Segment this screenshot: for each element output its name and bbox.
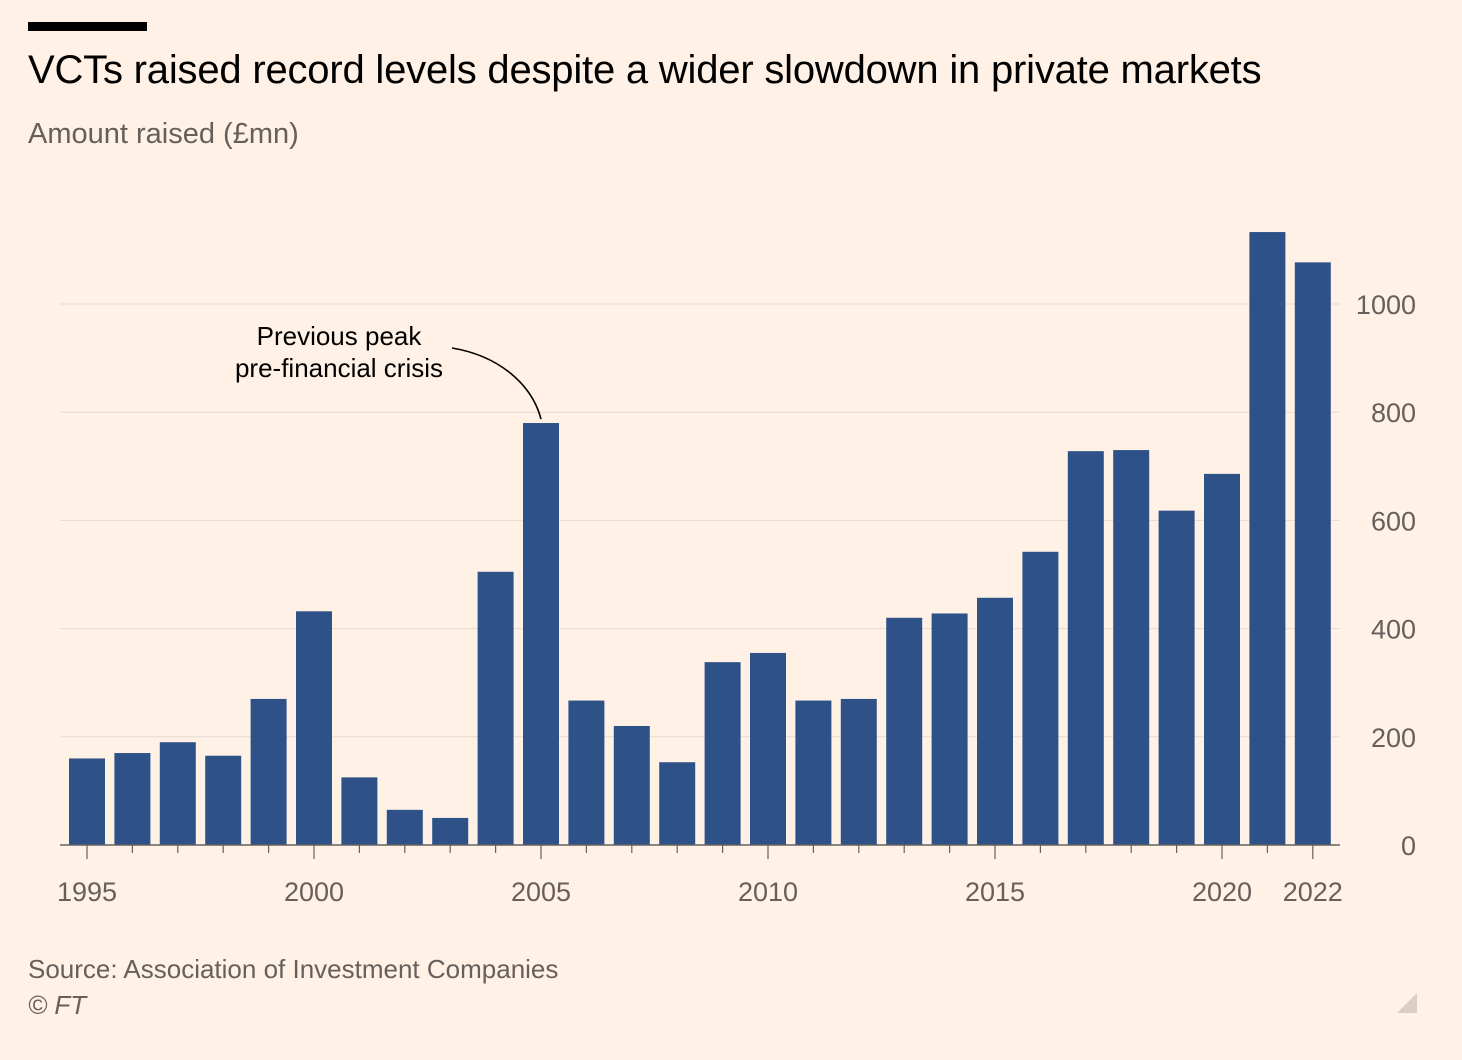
bar-1998 bbox=[205, 755, 242, 845]
copyright: © FT bbox=[28, 990, 87, 1020]
bar-2019 bbox=[1158, 510, 1195, 845]
bars bbox=[69, 232, 1331, 845]
top-accent-bar bbox=[28, 22, 147, 31]
bar-2015 bbox=[977, 597, 1013, 845]
resize-corner-icon bbox=[1397, 993, 1417, 1013]
y-tick-label: 200 bbox=[1371, 723, 1416, 753]
y-tick-label: 400 bbox=[1371, 615, 1416, 645]
bar-2018 bbox=[1113, 450, 1150, 845]
bar-2011 bbox=[795, 700, 832, 845]
annotation-text: pre-financial crisis bbox=[235, 353, 443, 383]
chart-title: VCTs raised record levels despite a wide… bbox=[28, 48, 1262, 92]
x-tick-label: 2015 bbox=[965, 877, 1025, 907]
bar-2016 bbox=[1022, 551, 1059, 845]
x-tick-label: 1995 bbox=[57, 877, 117, 907]
bar-2002 bbox=[386, 809, 423, 845]
bar-2008 bbox=[659, 762, 696, 845]
source-note: Source: Association of Investment Compan… bbox=[28, 954, 559, 984]
bar-2021 bbox=[1249, 232, 1286, 845]
bar-2014 bbox=[931, 613, 968, 845]
y-tick-label: 800 bbox=[1371, 398, 1416, 428]
bar-1997 bbox=[159, 742, 196, 845]
bar-2022 bbox=[1294, 262, 1331, 845]
bar-2001 bbox=[341, 777, 378, 845]
bar-1995 bbox=[69, 758, 105, 845]
x-tick-label: 2000 bbox=[284, 877, 344, 907]
bar-2020 bbox=[1204, 473, 1240, 845]
bar-2006 bbox=[568, 700, 605, 845]
annotation-connector bbox=[451, 347, 542, 420]
bar-2017 bbox=[1067, 451, 1104, 845]
x-tick-label: 2022 bbox=[1283, 877, 1343, 907]
bar-2012 bbox=[840, 698, 877, 845]
bar-1996 bbox=[114, 753, 151, 845]
x-tick-label: 2005 bbox=[511, 877, 571, 907]
x-tick-label: 2020 bbox=[1192, 877, 1252, 907]
x-tick-label: 2010 bbox=[738, 877, 798, 907]
bar-2013 bbox=[886, 617, 923, 845]
y-axis: 0 200 400 600 800 1000 bbox=[1356, 290, 1416, 861]
bar-chart: 1995 2000 2005 2010 2015 2020 2022 0 200 400 600 8… bbox=[57, 232, 1416, 907]
bar-2007 bbox=[613, 725, 650, 845]
y-tick-label: 600 bbox=[1371, 506, 1416, 536]
bar-1999 bbox=[250, 698, 287, 845]
y-tick-label: 0 bbox=[1401, 831, 1416, 861]
bar-2005 bbox=[523, 423, 559, 845]
bar-2003 bbox=[432, 817, 469, 845]
y-tick-label: 1000 bbox=[1356, 290, 1416, 320]
bar-2000 bbox=[296, 611, 332, 845]
bar-2009 bbox=[704, 662, 741, 845]
bar-2004 bbox=[477, 571, 514, 845]
annotation-text: Previous peak bbox=[257, 321, 423, 351]
chart-subtitle: Amount raised (£mn) bbox=[28, 118, 299, 150]
x-axis: 1995 2000 2005 2010 2015 2020 2022 bbox=[57, 844, 1343, 907]
bar-2010 bbox=[750, 652, 786, 845]
